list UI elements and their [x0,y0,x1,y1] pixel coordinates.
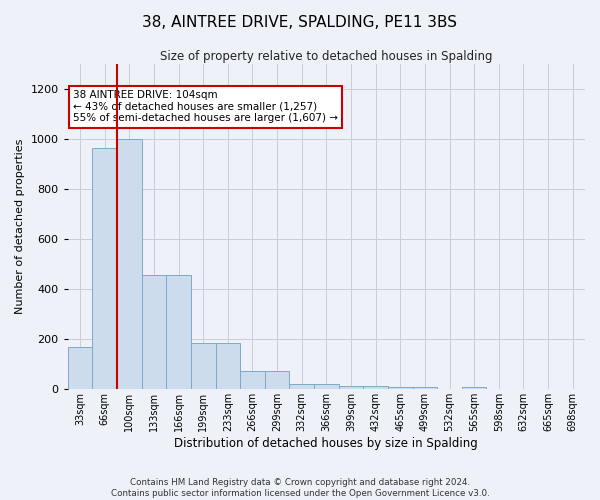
Title: Size of property relative to detached houses in Spalding: Size of property relative to detached ho… [160,50,493,63]
Bar [92,148,117,390]
X-axis label: Distribution of detached houses by size in Spalding: Distribution of detached houses by size … [175,437,478,450]
Bar [117,139,142,390]
Bar [215,343,240,390]
Bar [191,343,215,390]
Bar [388,387,413,390]
Bar [314,384,338,390]
Bar [240,370,265,390]
Text: 38, AINTREE DRIVE, SPALDING, PE11 3BS: 38, AINTREE DRIVE, SPALDING, PE11 3BS [143,15,458,30]
Bar [68,347,92,390]
Bar [142,276,166,390]
Bar [265,370,289,390]
Bar [462,387,487,390]
Bar [364,386,388,390]
Bar [413,387,437,390]
Bar [166,276,191,390]
Bar [338,386,364,390]
Text: Contains HM Land Registry data © Crown copyright and database right 2024.
Contai: Contains HM Land Registry data © Crown c… [110,478,490,498]
Y-axis label: Number of detached properties: Number of detached properties [15,139,25,314]
Text: 38 AINTREE DRIVE: 104sqm
← 43% of detached houses are smaller (1,257)
55% of sem: 38 AINTREE DRIVE: 104sqm ← 43% of detach… [73,90,338,124]
Bar [289,384,314,390]
